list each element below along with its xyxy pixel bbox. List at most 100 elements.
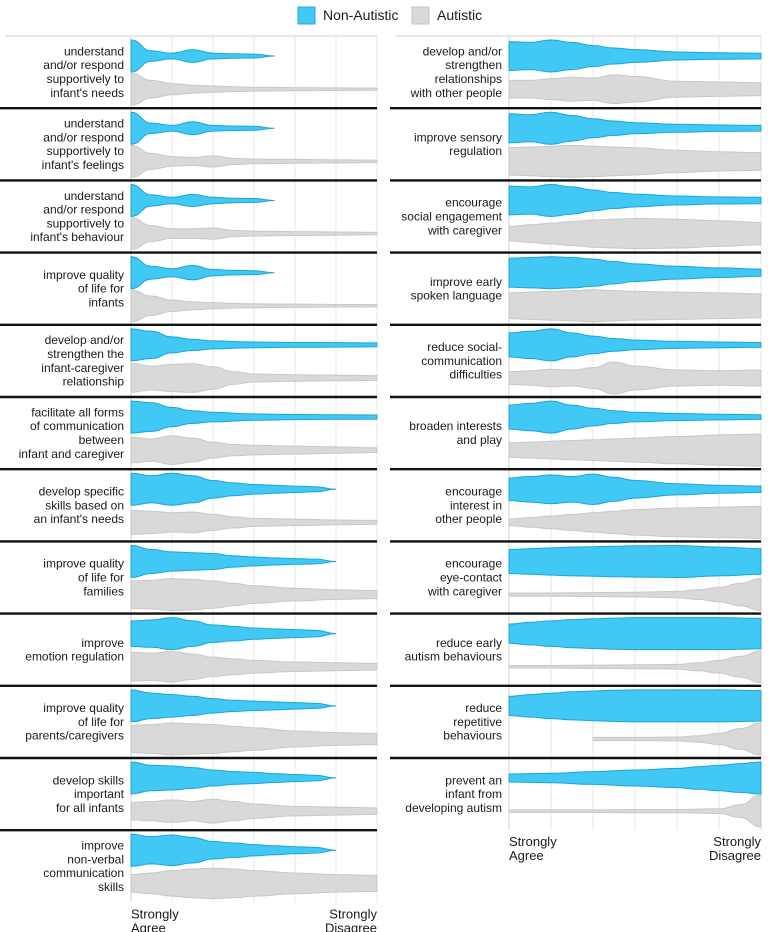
chart-panels: understand and/or respond supportively to i… xyxy=(0,35,762,932)
axis-label-strongly-disagree: Strongly Disagree xyxy=(709,834,762,863)
violin-non-autistic xyxy=(130,761,337,795)
violin-non-autistic xyxy=(130,328,378,362)
violin-row: improve sensory regulation xyxy=(414,111,762,178)
violin-non-autistic xyxy=(508,473,762,506)
row-label: encourage social engagement with caregiver xyxy=(401,196,502,238)
violin-row: broaden interests and play xyxy=(409,400,762,467)
row-label: develop and/or strengthen the infant-careg… xyxy=(41,333,124,388)
violin-row: encourage social engagement with caregiver xyxy=(401,183,762,250)
violin-autistic xyxy=(508,74,762,105)
violin-autistic xyxy=(130,798,378,824)
row-label: develop specific skills based on an infant… xyxy=(34,485,124,527)
violin-autistic xyxy=(130,650,378,683)
violin-row: understand and/or respond supportively to i… xyxy=(43,39,378,106)
row-label: improve quality of life for parents/caregi… xyxy=(25,701,124,743)
violin-row: understand and/or respond supportively to i… xyxy=(30,183,378,251)
violin-non-autistic xyxy=(508,400,762,434)
violin-autistic xyxy=(130,722,378,756)
row-label: broaden interests and play xyxy=(409,419,502,447)
row-label: encourage interest in other people xyxy=(435,485,502,527)
row-label: facilitate all forms of communication betw… xyxy=(19,405,124,460)
legend-swatch-autistic xyxy=(411,6,430,25)
violin-row: reduce early autism behaviours xyxy=(405,617,762,684)
violin-row: develop and/or strengthen the infant-careg… xyxy=(41,328,378,393)
violin-autistic xyxy=(508,650,762,684)
violin-non-autistic xyxy=(130,39,275,73)
legend: Non-Autistic Autistic xyxy=(297,6,482,25)
violin-autistic xyxy=(130,72,378,106)
panel-right: develop and/or strengthen relationships wit… xyxy=(390,35,762,863)
violin-non-autistic xyxy=(130,472,337,506)
violin-non-autistic xyxy=(508,617,762,651)
violin-non-autistic xyxy=(130,833,337,867)
violin-non-autistic xyxy=(508,544,762,579)
violin-row: improve quality of life for parents/caregi… xyxy=(25,689,378,756)
violin-row: understand and/or respond supportively to i… xyxy=(42,111,378,178)
violin-row: improve quality of life for infants xyxy=(43,256,378,323)
row-label: understand and/or respond supportively to i… xyxy=(30,189,124,244)
violin-row: improve quality of life for families xyxy=(43,544,378,612)
violin-autistic xyxy=(508,144,762,178)
violin-autistic xyxy=(508,289,762,323)
violin-row: reduce social-communication difficulties xyxy=(421,328,762,395)
row-label: reduce social-communication difficulties xyxy=(421,340,502,382)
violin-autistic xyxy=(130,144,378,178)
violin-row: develop skills important for all infants xyxy=(53,761,378,824)
row-label: improve quality of life for families xyxy=(43,557,124,599)
violin-autistic xyxy=(130,578,378,612)
violin-non-autistic xyxy=(130,256,275,290)
violin-autistic xyxy=(508,505,762,539)
row-label: prevent an infant from developing autism xyxy=(405,773,502,815)
violin-autistic xyxy=(508,217,762,250)
axis-label-strongly-agree: Strongly Agree xyxy=(509,834,557,863)
violin-non-autistic xyxy=(130,111,275,145)
violin-autistic xyxy=(130,509,378,535)
row-label: improve emotion regulation xyxy=(25,636,124,664)
violin-row: prevent an infant from developing autism xyxy=(405,761,762,828)
violin-non-autistic xyxy=(508,39,762,73)
violin-non-autistic xyxy=(508,761,762,795)
legend-label-non-autistic: Non-Autistic xyxy=(323,7,398,23)
violin-row: improve early spoken language xyxy=(411,256,762,323)
row-label: reduce repetitive behaviours xyxy=(443,701,502,743)
row-label: improve sensory regulation xyxy=(414,130,502,158)
violin-non-autistic xyxy=(130,544,337,579)
violin-row: encourage eye-contact with caregiver xyxy=(427,544,762,612)
violin-non-autistic xyxy=(508,183,762,218)
violin-autistic xyxy=(508,361,762,395)
panel-left: understand and/or respond supportively to i… xyxy=(0,35,378,932)
violin-row: develop and/or strengthen relationships wit… xyxy=(410,39,762,105)
row-label: improve quality of life for infants xyxy=(43,268,124,310)
violin-non-autistic xyxy=(508,689,762,723)
violin-autistic xyxy=(592,722,762,756)
violin-row: encourage interest in other people xyxy=(435,473,762,539)
row-label: improve non-verbal communication skills xyxy=(43,839,124,894)
legend-swatch-non-autistic xyxy=(297,6,316,25)
row-label: understand and/or respond supportively to i… xyxy=(43,44,124,99)
row-label: develop skills important for all infants xyxy=(53,773,125,815)
violin-autistic xyxy=(130,217,378,251)
violin-autistic xyxy=(130,363,378,393)
violin-non-autistic xyxy=(130,400,378,434)
axis-label-strongly-disagree: Strongly Disagree xyxy=(325,906,378,932)
violin-autistic xyxy=(508,794,762,828)
row-label: improve early spoken language xyxy=(411,275,503,303)
violin-autistic xyxy=(130,867,378,900)
violin-row: facilitate all forms of communication betw… xyxy=(19,400,378,466)
violin-row: develop specific skills based on an infant… xyxy=(34,472,378,535)
axis-label-strongly-agree: Strongly Agree xyxy=(131,906,179,932)
violin-row: improve non-verbal communication skills xyxy=(43,833,378,900)
violin-autistic xyxy=(130,289,378,323)
legend-label-autistic: Autistic xyxy=(437,7,482,23)
violin-non-autistic xyxy=(508,256,762,290)
row-label: encourage eye-contact with caregiver xyxy=(427,557,503,599)
violin-non-autistic xyxy=(130,617,337,651)
violin-non-autistic xyxy=(130,689,337,723)
violin-row: improve emotion regulation xyxy=(25,617,378,683)
violin-row: reduce repetitive behaviours xyxy=(443,689,762,756)
violin-non-autistic xyxy=(508,328,762,362)
row-label: understand and/or respond supportively to i… xyxy=(42,117,125,172)
row-label: reduce early autism behaviours xyxy=(405,636,502,664)
violin-non-autistic xyxy=(508,111,762,145)
